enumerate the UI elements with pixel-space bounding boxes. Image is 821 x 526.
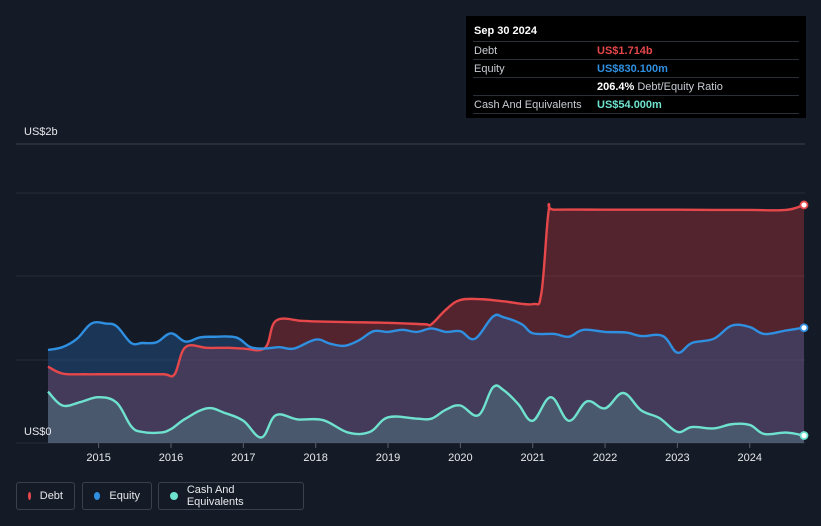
y-axis-bottom-label: US$0	[24, 426, 52, 438]
equity-endpoint[interactable]	[799, 323, 809, 333]
x-tick-label: 2019	[376, 452, 400, 464]
grid-lines	[16, 143, 805, 444]
legend-item-equity[interactable]: Equity	[82, 482, 152, 510]
tooltip-debt-value: US$1.714b	[597, 44, 653, 57]
cash-and-equivalents-line	[47, 384, 805, 439]
debt-line	[47, 202, 805, 378]
y-axis-top-label: US$2b	[24, 126, 58, 138]
cash-and-equivalents-endpoint[interactable]	[799, 431, 809, 440]
equity-dot-icon	[94, 492, 101, 500]
x-tick-label: 2018	[303, 452, 327, 464]
x-tick-label: 2022	[593, 452, 617, 464]
series-endpoints	[799, 200, 809, 440]
legend-debt-label: Debt	[39, 490, 63, 502]
x-tick-label: 2021	[520, 452, 544, 464]
tooltip-row-equity: Equity US$830.100m	[473, 59, 799, 77]
x-tick-label: 2023	[665, 452, 689, 464]
legend-item-debt[interactable]: Debt	[16, 482, 75, 510]
x-tick-label: 2016	[159, 452, 183, 464]
x-tick-label: 2024	[737, 452, 761, 464]
tooltip-row-ratio: 206.4% Debt/Equity Ratio	[473, 77, 799, 95]
legend-cash-label: Cash And Equivalents	[186, 484, 244, 508]
x-tick-label: 2020	[448, 452, 472, 464]
data-tooltip: Sep 30 2024 Debt US$1.714b Equity US$830…	[466, 16, 806, 118]
tooltip-row-cash: Cash And Equivalents US$54.000m	[473, 95, 799, 114]
debt-endpoint[interactable]	[799, 200, 809, 210]
debt-area	[48, 204, 804, 443]
x-tick-label: 2015	[86, 452, 110, 464]
equity-line	[47, 313, 805, 354]
debt-dot-icon	[28, 492, 31, 500]
legend-item-cash[interactable]: Cash And Equivalents	[158, 482, 304, 510]
x-tick-label: 2017	[231, 452, 255, 464]
cash-dot-icon	[170, 492, 178, 500]
tooltip-debt-label: Debt	[474, 44, 498, 57]
series-lines	[47, 202, 805, 439]
equity-area	[48, 314, 804, 443]
tooltip-cash-value: US$54.000m	[597, 98, 662, 111]
tooltip-date: Sep 30 2024	[474, 25, 537, 37]
tooltip-equity-value: US$830.100m	[597, 62, 668, 75]
tooltip-ratio-value: 206.4%	[597, 80, 635, 93]
tooltip-row-debt: Debt US$1.714b	[473, 41, 799, 59]
tooltip-ratio-note: Debt/Equity Ratio	[637, 80, 723, 93]
legend-equity-label: Equity	[109, 490, 140, 502]
tooltip-equity-label: Equity	[474, 62, 505, 75]
x-axis-ticks: 2015 2016 2017 2018 2019 2020 2021 2022 2023 2024	[86, 443, 762, 464]
tooltip-cash-label: Cash And Equivalents	[474, 98, 582, 111]
